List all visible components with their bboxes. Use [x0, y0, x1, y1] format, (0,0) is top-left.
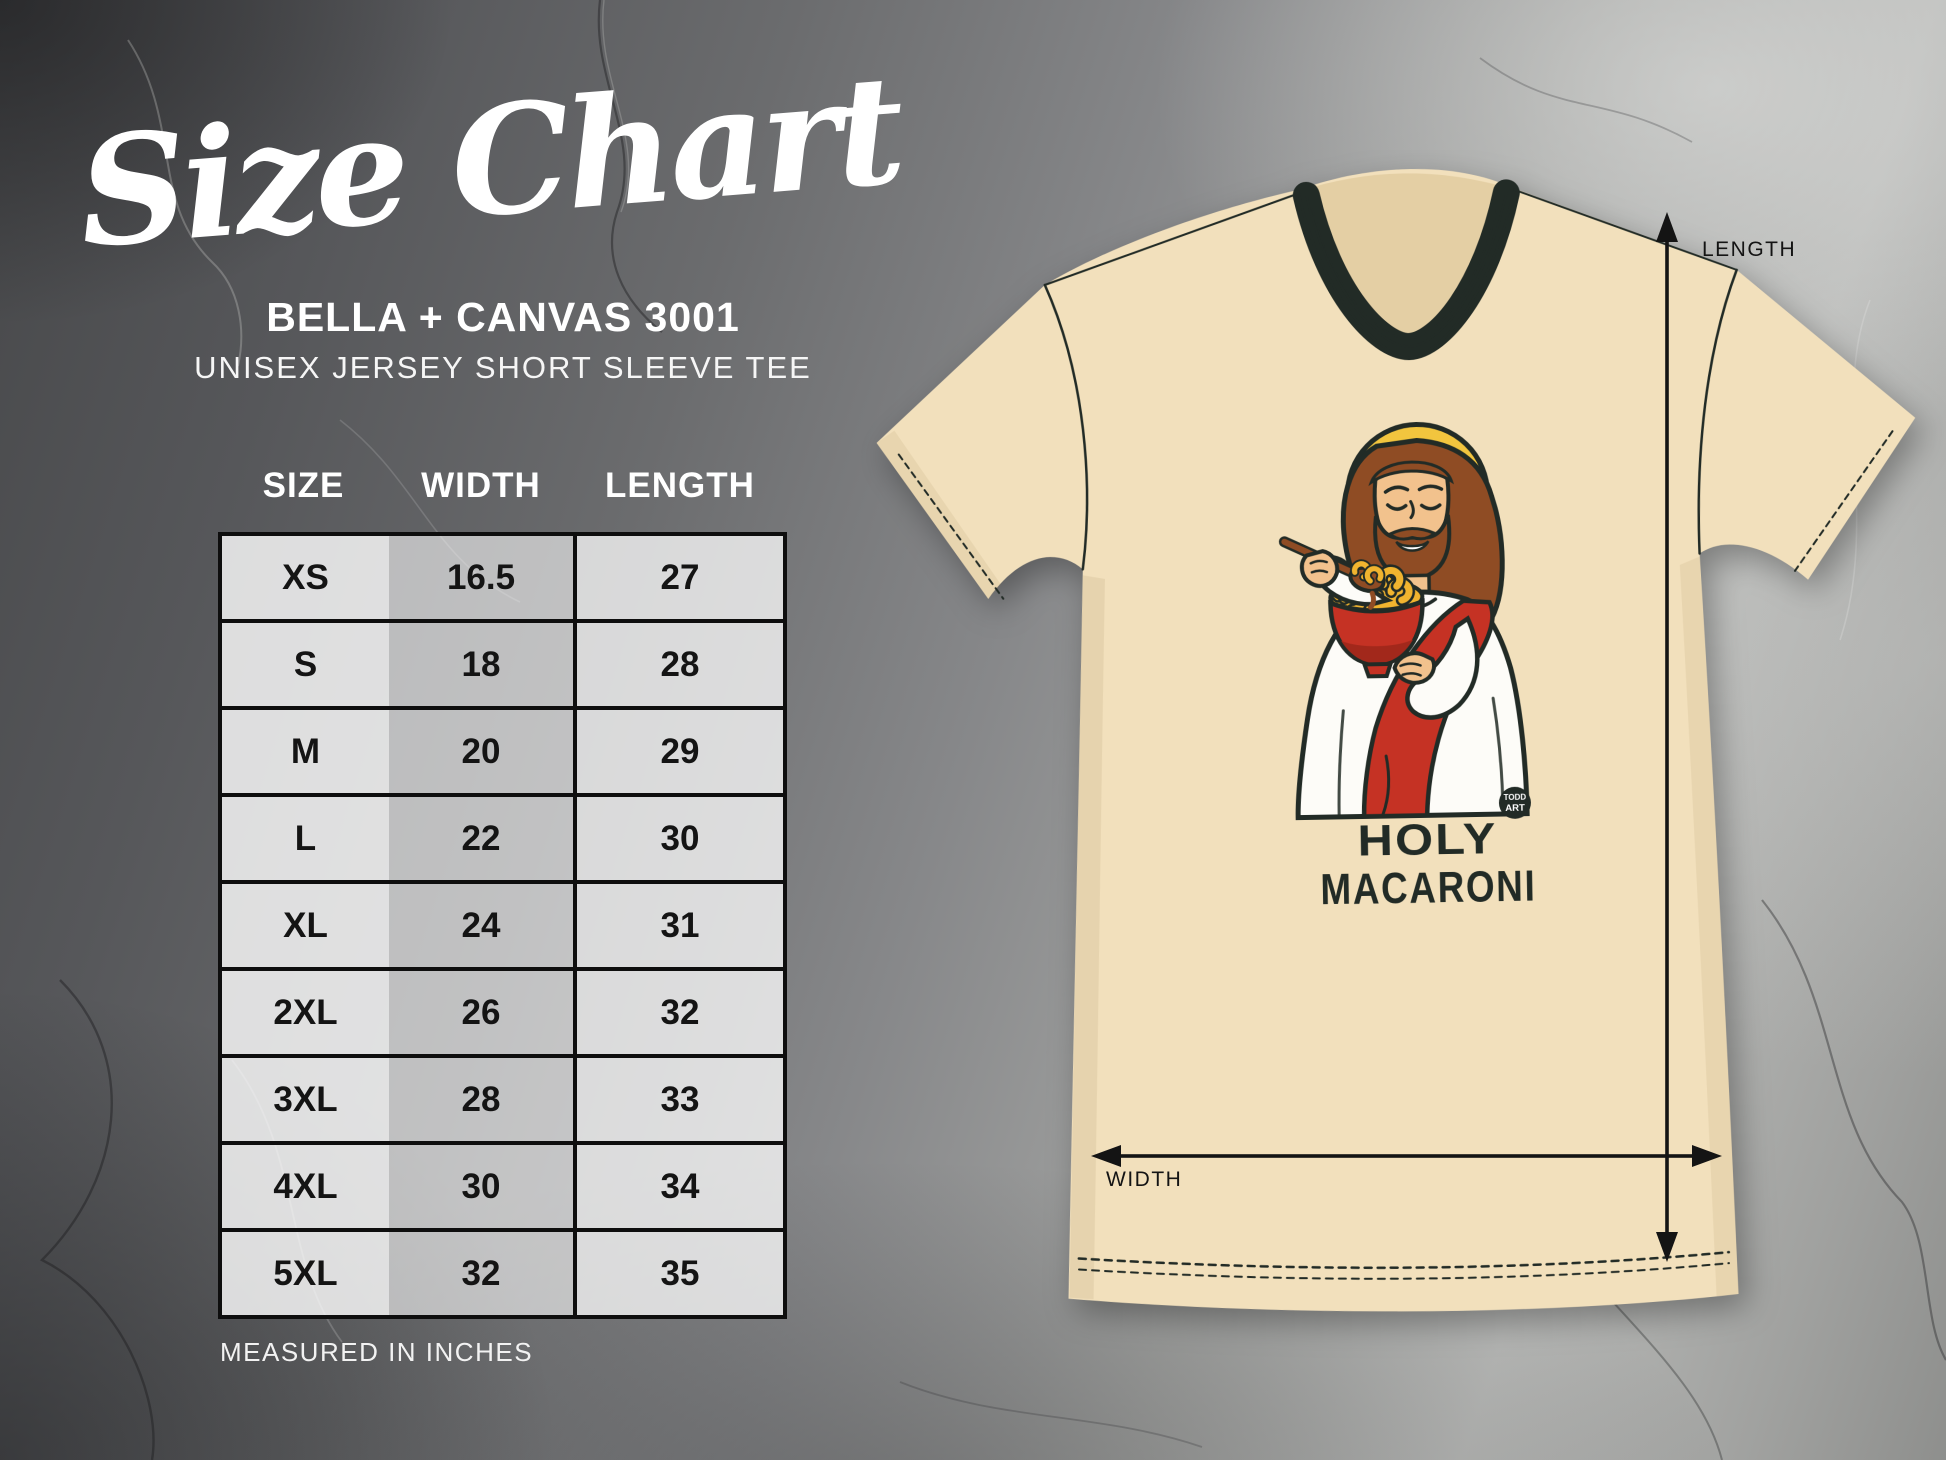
table-cell: 28: [573, 623, 783, 706]
badge-text-bottom: ART: [1505, 803, 1525, 814]
table-cell: 16.5: [389, 536, 573, 619]
table-row: 4XL 30 34: [222, 1145, 783, 1232]
table-cell: 31: [573, 884, 783, 967]
table-header: SIZE WIDTH LENGTH: [218, 466, 787, 506]
width-label: WIDTH: [1106, 1168, 1183, 1191]
size-table: XS 16.5 27 S 18 28 M 20 29 L 22 30 XL 24 31 2XL 26 32 3XL 2…: [218, 532, 787, 1319]
table-cell: 20: [389, 710, 573, 793]
table-cell: 18: [389, 623, 573, 706]
table-cell: 4XL: [222, 1145, 389, 1228]
table-cell: 5XL: [222, 1232, 389, 1315]
table-cell: 26: [389, 971, 573, 1054]
design-title-line1: HOLY: [1357, 814, 1498, 865]
table-cell: M: [222, 710, 389, 793]
table-cell: 29: [573, 710, 783, 793]
table-row: M 20 29: [222, 710, 783, 797]
table-cell: 32: [389, 1232, 573, 1315]
tshirt-body: TODD ART HOLY MACARONI: [876, 169, 1916, 1312]
brand-title: BELLA + CANVAS 3001: [266, 294, 740, 340]
collar: [1292, 173, 1520, 361]
design-title-line2: MACARONI: [1320, 861, 1537, 914]
badge-text-top: TODD: [1504, 793, 1527, 802]
table-cell: XS: [222, 536, 389, 619]
todd-art-badge: TODD ART: [1498, 786, 1531, 819]
table-cell: 27: [573, 536, 783, 619]
length-arrow: [1656, 212, 1678, 1262]
column-header: SIZE: [262, 466, 345, 505]
table-cell: 30: [389, 1145, 573, 1228]
jesus-figure: [1278, 437, 1530, 821]
column-header: WIDTH: [421, 466, 541, 505]
column-header: LENGTH: [605, 466, 755, 505]
table-cell: 35: [573, 1232, 783, 1315]
table-cell: 34: [573, 1145, 783, 1228]
table-row: S 18 28: [222, 623, 783, 710]
table-row: L 22 30: [222, 797, 783, 884]
table-cell: 30: [573, 797, 783, 880]
table-cell: XL: [222, 884, 389, 967]
design-holy-macaroni: TODD ART HOLY MACARONI: [1278, 421, 1537, 914]
table-cell: 33: [573, 1058, 783, 1141]
table-cell: L: [222, 797, 389, 880]
tshirt-mockup: TODD ART HOLY MACARONI: [876, 169, 1916, 1312]
width-arrow: [1091, 1145, 1722, 1167]
table-cell: 22: [389, 797, 573, 880]
table-row: 2XL 26 32: [222, 971, 783, 1058]
table-row: 3XL 28 33: [222, 1058, 783, 1145]
table-row: XS 16.5 27: [222, 536, 783, 623]
table-row: XL 24 31: [222, 884, 783, 971]
table-row: 5XL 32 35: [222, 1232, 783, 1315]
product-subtitle: UNISEX JERSEY SHORT SLEEVE TEE: [194, 350, 812, 385]
length-label: LENGTH: [1702, 238, 1797, 261]
table-cell: 32: [573, 971, 783, 1054]
table-cell: 24: [389, 884, 573, 967]
table-cell: 2XL: [222, 971, 389, 1054]
table-cell: 28: [389, 1058, 573, 1141]
table-cell: S: [222, 623, 389, 706]
table-cell: 3XL: [222, 1058, 389, 1141]
table-footnote: MEASURED IN INCHES: [220, 1337, 534, 1367]
